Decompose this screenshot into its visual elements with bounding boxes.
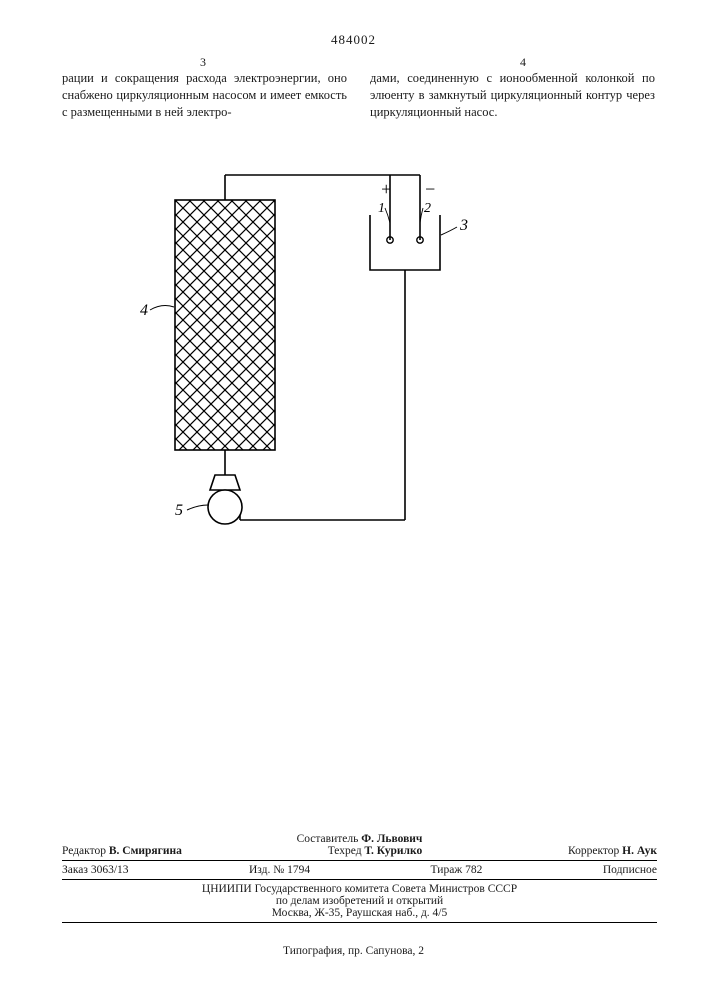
diagram-label-1: 1 [378,201,385,216]
org-line-2: по делам изобретений и открытий [62,895,657,907]
right-column-text: дами, соединенную с ионообменной колонко… [370,70,655,121]
column-number-left: 3 [200,55,206,70]
schematic-diagram: 4 + − 1 2 3 [120,145,550,605]
typography-line: Типография, пр. Сапунова, 2 [0,945,707,957]
diagram-label-4: 4 [140,302,148,319]
org-line-3: Москва, Ж-35, Раушская наб., д. 4/5 [62,907,657,919]
left-column-text: рации и сокращения расхода электроэнерги… [62,70,347,121]
order-line: Заказ 3063/13 Изд. № 1794 Тираж 782 Подп… [62,864,657,876]
document-number: 484002 [0,32,707,48]
footer-credits: Составитель Ф. Львович Редактор В. Смиря… [62,833,657,926]
org-line-1: ЦНИИПИ Государственного комитета Совета … [62,883,657,895]
column-number-right: 4 [520,55,526,70]
diagram-label-2: 2 [424,201,431,216]
minus-sign: − [424,179,436,199]
diagram-label-5: 5 [175,502,183,519]
compiler-line: Составитель Ф. Львович [62,833,657,845]
diagram-label-3: 3 [459,217,468,234]
plus-sign: + [380,179,392,199]
editor-line: Редактор В. Смирягина Техред Т. Курилко … [62,845,657,857]
